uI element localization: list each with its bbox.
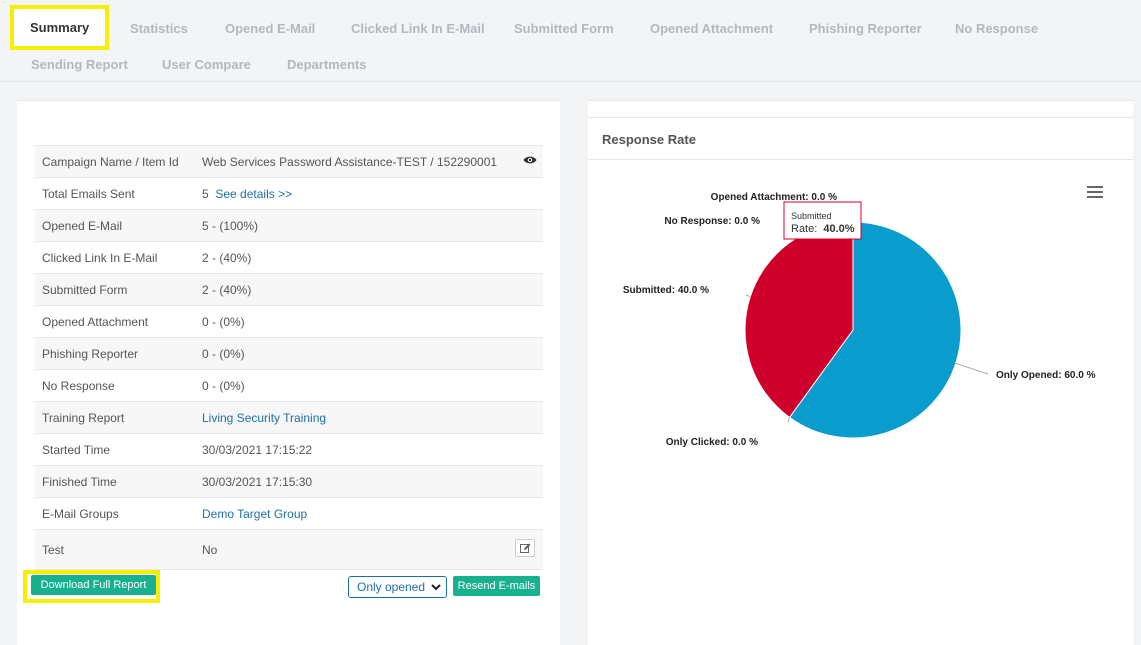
table-row: Clicked Link In E-Mail 2 - (40%) bbox=[35, 241, 543, 274]
response-filter-select[interactable]: Only opened bbox=[348, 576, 447, 598]
table-row: No Response 0 - (0%) bbox=[35, 369, 543, 402]
svg-text:Rate: 40.0%: Rate: 40.0% bbox=[791, 223, 855, 235]
response-rate-pie-chart: Only Opened: 60.0 % Only Clicked: 0.0 % Su… bbox=[623, 192, 1096, 448]
summary-panel: Campaign Name / Item Id Web Services Pas… bbox=[17, 100, 560, 645]
training-report-link[interactable]: Living Security Training bbox=[202, 410, 327, 425]
download-highlight bbox=[23, 570, 160, 603]
row-value: 2 - (40%) bbox=[202, 241, 543, 274]
slice-label: Only Clicked: 0.0 % bbox=[666, 437, 758, 448]
row-label: Total Emails Sent bbox=[35, 177, 202, 210]
select-value: Only opened bbox=[357, 580, 426, 594]
row-value: 5 - (100%) bbox=[202, 209, 543, 242]
edit-button[interactable] bbox=[515, 539, 535, 557]
row-label: Training Report bbox=[35, 401, 202, 434]
slice-label: No Response: 0.0 % bbox=[664, 216, 760, 227]
tab-statistics[interactable]: Statistics bbox=[130, 21, 188, 36]
row-value: 0 - (0%) bbox=[202, 337, 543, 370]
resend-emails-button[interactable]: Resend E-mails bbox=[453, 576, 540, 596]
tooltip-value: 40.0% bbox=[823, 223, 854, 235]
tab-clicked-link[interactable]: Clicked Link In E-Mail bbox=[351, 21, 485, 36]
chevron-down-icon bbox=[429, 580, 443, 594]
table-row: Campaign Name / Item Id Web Services Pas… bbox=[35, 145, 543, 178]
slice-label: Opened Attachment: 0.0 % bbox=[711, 192, 837, 203]
table-row: Finished Time 30/03/2021 17:15:30 bbox=[35, 465, 543, 498]
table-row: Opened Attachment 0 - (0%) bbox=[35, 305, 543, 338]
edit-icon bbox=[519, 543, 530, 553]
see-details-link[interactable]: See details >> bbox=[215, 186, 293, 201]
row-label: Test bbox=[35, 529, 202, 570]
tab-bar: Summary Statistics Opened E-Mail Clicked… bbox=[0, 0, 1141, 82]
row-label: Clicked Link In E-Mail bbox=[35, 241, 202, 274]
table-row: Total Emails Sent 5 See details >> bbox=[35, 177, 543, 210]
slice-label: Only Opened: 60.0 % bbox=[996, 370, 1096, 381]
connector-line bbox=[745, 294, 751, 297]
tab-opened-attachment[interactable]: Opened Attachment bbox=[650, 21, 774, 36]
tab-user-compare[interactable]: User Compare bbox=[162, 57, 251, 72]
slice-label: Submitted: 40.0 % bbox=[623, 285, 709, 296]
row-label: Started Time bbox=[35, 433, 202, 466]
download-full-report-button[interactable]: Download Full Report bbox=[31, 575, 156, 595]
connector-line bbox=[955, 362, 989, 375]
row-value: 2 - (40%) bbox=[202, 273, 543, 306]
row-label: Opened Attachment bbox=[35, 305, 202, 338]
pie-slice[interactable] bbox=[788, 221, 962, 439]
row-value: 30/03/2021 17:15:30 bbox=[202, 465, 543, 498]
tab-phishing-reporter[interactable]: Phishing Reporter bbox=[809, 21, 922, 36]
email-groups-link[interactable]: Demo Target Group bbox=[202, 506, 308, 521]
chart-panel-title: Response Rate bbox=[602, 132, 696, 147]
table-row: Training Report Living Security Training bbox=[35, 401, 543, 434]
row-label: Opened E-Mail bbox=[35, 209, 202, 242]
chart-tooltip: Submitted Rate: 40.0% bbox=[783, 201, 862, 240]
tab-opened-email[interactable]: Opened E-Mail bbox=[225, 21, 316, 36]
summary-table: Campaign Name / Item Id Web Services Pas… bbox=[35, 145, 543, 570]
row-label: Phishing Reporter bbox=[35, 337, 202, 370]
tooltip-label: Rate: bbox=[791, 223, 817, 235]
tab-sending-report[interactable]: Sending Report bbox=[31, 57, 128, 72]
chart-panel-header: Response Rate bbox=[588, 117, 1133, 160]
hamburger-menu-icon[interactable] bbox=[1087, 186, 1103, 198]
table-row: Opened E-Mail 5 - (100%) bbox=[35, 209, 543, 242]
campaign-name: Web Services Password Assistance-TEST / … bbox=[202, 154, 498, 169]
tab-summary[interactable]: Summary bbox=[10, 5, 110, 50]
table-row: Test No bbox=[35, 529, 543, 570]
tab-departments[interactable]: Departments bbox=[287, 57, 367, 72]
row-value: 0 - (0%) bbox=[202, 305, 543, 338]
connector-line bbox=[787, 417, 790, 423]
table-row: E-Mail Groups Demo Target Group bbox=[35, 497, 543, 530]
tab-submitted-form[interactable]: Submitted Form bbox=[514, 21, 614, 36]
row-label: E-Mail Groups bbox=[35, 497, 202, 530]
row-label: Submitted Form bbox=[35, 273, 202, 306]
table-row: Started Time 30/03/2021 17:15:22 bbox=[35, 433, 543, 466]
row-value: 0 - (0%) bbox=[202, 369, 543, 402]
table-row: Phishing Reporter 0 - (0%) bbox=[35, 337, 543, 370]
tab-no-response[interactable]: No Response bbox=[955, 21, 1039, 36]
total-sent-value: 5 bbox=[202, 186, 209, 201]
row-label: Campaign Name / Item Id bbox=[35, 145, 202, 178]
tooltip-series: Submitted bbox=[791, 211, 832, 221]
eye-icon[interactable] bbox=[523, 155, 537, 165]
test-value: No bbox=[202, 542, 218, 557]
row-label: No Response bbox=[35, 369, 202, 402]
row-label: Finished Time bbox=[35, 465, 202, 498]
table-row: Submitted Form 2 - (40%) bbox=[35, 273, 543, 306]
row-value: 30/03/2021 17:15:22 bbox=[202, 433, 543, 466]
